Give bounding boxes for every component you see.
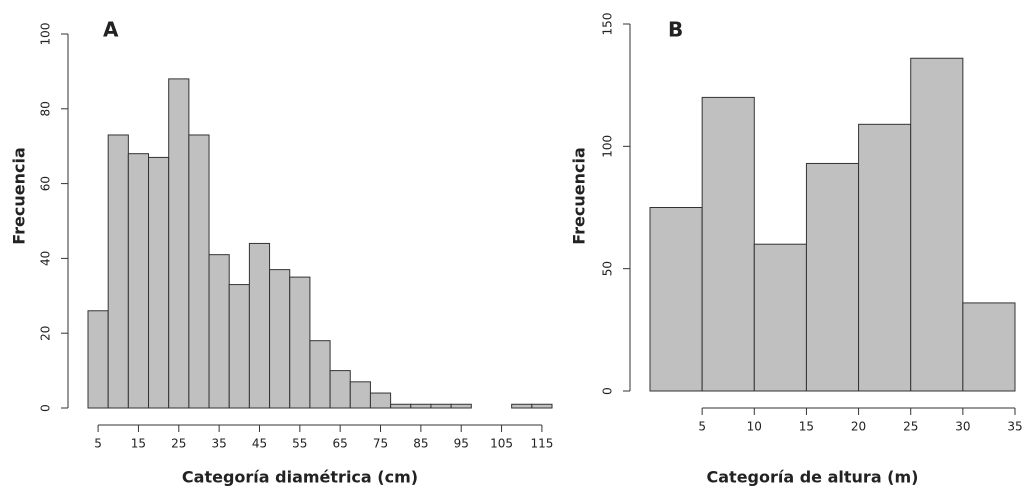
y-tick-label: 80 (39, 101, 53, 116)
x-tick-label: 55 (292, 437, 307, 451)
y-tick-label: 100 (601, 135, 615, 158)
x-tick-label: 35 (1007, 420, 1022, 434)
y-tick-label: 50 (601, 261, 615, 276)
y-tick-label: 0 (39, 404, 53, 412)
x-tick-label: 30 (955, 420, 970, 434)
bar (858, 123, 912, 392)
x-tick-label: 85 (413, 437, 428, 451)
bar (649, 207, 703, 392)
x-tick-label: 25 (171, 437, 186, 451)
y-tick-label: 20 (39, 326, 53, 341)
y-tick-label: 0 (601, 387, 615, 395)
x-tick-label: 105 (490, 437, 513, 451)
bar (329, 370, 351, 409)
bar (910, 57, 964, 392)
bar (410, 403, 432, 409)
y-tick-label: 150 (601, 13, 615, 36)
bar (390, 403, 412, 409)
x-tick-label: 45 (252, 437, 267, 451)
x-axis-title: Categoría diamétrica (cm) (182, 468, 418, 487)
bar (269, 269, 291, 409)
x-tick-label: 15 (131, 437, 146, 451)
bar (248, 242, 271, 409)
x-tick-label: 25 (903, 420, 918, 434)
bar (369, 392, 392, 409)
bar (309, 340, 331, 409)
x-tick-label: 115 (530, 437, 553, 451)
bar (127, 153, 150, 409)
y-axis-title: Frecuencia (570, 147, 589, 245)
bar (188, 134, 210, 409)
x-tick-label: 5 (94, 437, 102, 451)
bar (208, 254, 230, 409)
y-tick-label: 100 (39, 23, 53, 46)
bar (289, 276, 311, 409)
bar (805, 162, 860, 392)
x-tick-label: 35 (211, 437, 226, 451)
bar (511, 403, 533, 409)
bar (701, 96, 755, 392)
x-tick-label: 65 (333, 437, 348, 451)
y-tick-label: 40 (39, 251, 53, 266)
panel-title: B (668, 18, 683, 42)
x-tick-label: 15 (799, 420, 814, 434)
panel-title: A (103, 18, 119, 42)
x-tick-label: 5 (698, 420, 706, 434)
bar (87, 310, 109, 409)
bar (531, 403, 553, 409)
bar (450, 403, 472, 409)
x-axis-title: Categoría de altura (m) (707, 468, 919, 487)
x-tick-label: 75 (373, 437, 388, 451)
bar (228, 284, 250, 409)
x-tick-label: 10 (747, 420, 762, 434)
bar (148, 156, 170, 409)
bar (349, 381, 371, 409)
y-tick-label: 60 (39, 176, 53, 191)
bar (107, 134, 129, 409)
x-tick-label: 95 (454, 437, 469, 451)
x-tick-label: 20 (851, 420, 866, 434)
bar (753, 243, 807, 392)
bar (962, 302, 1016, 392)
bar (168, 78, 190, 409)
bar (430, 403, 452, 409)
y-axis-title: Frecuencia (10, 147, 29, 245)
